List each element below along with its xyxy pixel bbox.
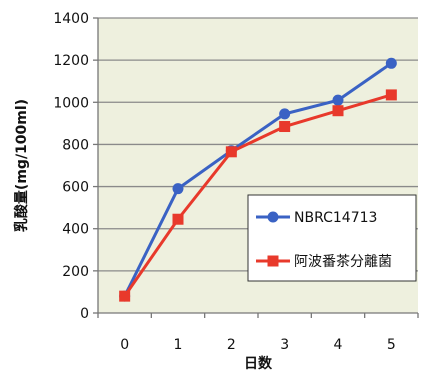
- y-tick-label: 400: [62, 222, 89, 238]
- series-line: [123, 62, 393, 297]
- data-point: [279, 108, 291, 120]
- x-axis-title: 日数: [244, 355, 273, 372]
- data-point: [385, 89, 397, 101]
- data-point: [225, 146, 237, 158]
- legend-label: NBRC14713: [294, 210, 377, 226]
- y-tick-label: 1400: [53, 11, 89, 27]
- series-group: [119, 57, 397, 302]
- axes: [93, 17, 419, 318]
- x-tick-label: 5: [387, 337, 396, 353]
- data-point: [332, 94, 344, 106]
- y-tick-label: 800: [62, 137, 89, 153]
- legend-box: [247, 194, 417, 282]
- data-point: [385, 57, 397, 69]
- x-tick-label: 1: [174, 337, 183, 353]
- y-tick-label: 600: [62, 180, 89, 196]
- data-point: [279, 121, 291, 133]
- legend-label: 阿波番茶分離菌: [294, 253, 392, 270]
- x-tick-label: 0: [120, 337, 129, 353]
- legend: NBRC14713 阿波番茶分離菌: [247, 194, 417, 282]
- series-line: [123, 93, 392, 297]
- data-point: [172, 213, 184, 225]
- x-tick-label: 4: [334, 337, 343, 353]
- legend-marker: [267, 255, 279, 267]
- y-tick-label: 0: [80, 306, 89, 322]
- series-square: [119, 89, 397, 302]
- data-point: [172, 183, 184, 195]
- y-tick-label: 200: [62, 264, 89, 280]
- tick-labels: 0 200 400 600 800 1000 1200 1400 0 1 2 3 4 5: [53, 11, 395, 353]
- data-point: [119, 290, 131, 302]
- data-point: [332, 105, 344, 117]
- x-tick-label: 2: [227, 337, 236, 353]
- y-axis-title: 乳酸量(mg/100ml): [13, 99, 30, 232]
- y-tick-label: 1000: [53, 95, 89, 111]
- legend-marker: [267, 211, 279, 223]
- y-tick-label: 1200: [53, 53, 89, 69]
- x-tick-label: 3: [280, 337, 289, 353]
